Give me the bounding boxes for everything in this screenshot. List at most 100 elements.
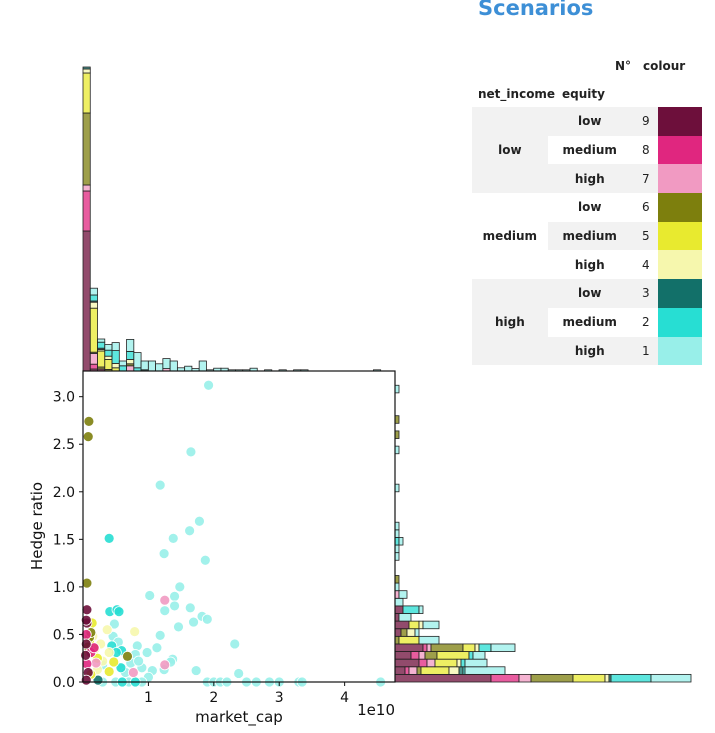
equity-cell: medium — [562, 315, 617, 330]
histogram-bar — [416, 666, 422, 675]
histogram-bar — [140, 360, 149, 371]
histogram-bar — [118, 365, 127, 372]
scatter-point — [199, 554, 211, 566]
scenario-number: 9 — [631, 107, 658, 136]
scatter-point — [194, 515, 205, 527]
histogram-bar — [478, 643, 492, 652]
histogram-bar — [394, 620, 410, 630]
scatter-point — [190, 665, 202, 676]
histogram-bar — [468, 651, 474, 660]
histogram-bar — [111, 342, 120, 352]
histogram-bar — [126, 358, 135, 365]
colour-swatch — [657, 164, 702, 194]
header-n: N° — [615, 59, 632, 73]
histogram-bar — [111, 350, 120, 364]
histogram-bar — [472, 651, 486, 660]
y-tick-label: 0.0 — [53, 675, 75, 691]
scenario-number: 4 — [641, 257, 650, 272]
scatter-point — [129, 626, 141, 637]
histogram-bar — [198, 360, 207, 372]
scatter-point — [115, 662, 127, 674]
x-tick-label: 2 — [209, 690, 218, 706]
histogram-bar — [420, 666, 450, 675]
histogram-bar — [408, 666, 418, 675]
scenario-number: 7 — [631, 164, 658, 194]
histogram-bar — [456, 658, 462, 668]
histogram-bar — [464, 666, 506, 675]
colour-swatch — [657, 250, 702, 280]
histogram-bar — [111, 362, 120, 369]
histogram-bar — [434, 658, 458, 668]
scenario-number: 2 — [641, 315, 650, 330]
histogram-bar — [89, 287, 98, 296]
equity-cell: low — [578, 200, 602, 215]
histogram-bar — [610, 673, 652, 683]
x-tick-label: 1 — [144, 690, 153, 706]
histogram-bar — [104, 349, 113, 357]
histogram-bar — [422, 620, 440, 630]
histogram-bar — [426, 643, 432, 652]
legend-row: high 1 — [472, 336, 702, 366]
header-equity: equity — [562, 87, 605, 101]
equity-cell: low — [547, 107, 632, 136]
histogram-bar — [118, 360, 127, 367]
scatter-point — [80, 638, 92, 650]
header-net-income: net_income — [478, 87, 556, 101]
scatter-point — [103, 647, 115, 658]
histogram-bar — [104, 358, 113, 370]
scatter-points — [80, 379, 387, 688]
scatter-point — [80, 614, 92, 626]
histogram-bar — [430, 643, 464, 652]
histogram-bar — [462, 643, 476, 652]
colour-swatch — [657, 107, 702, 136]
histogram-bar — [97, 350, 106, 368]
histogram-bar — [89, 301, 98, 309]
scenario-number: 1 — [631, 336, 658, 366]
legend-title: Scenarios — [478, 0, 594, 20]
histogram-bar — [104, 344, 113, 351]
histogram-bar — [89, 352, 98, 365]
scenarios-table: low low 9 medium 8 high 7 medium low 6 medium 5 high… — [472, 107, 702, 366]
scatter-point — [113, 606, 125, 618]
scatter-point — [103, 666, 115, 677]
histogram-bar — [82, 230, 91, 372]
histogram-bar — [604, 673, 610, 683]
histogram-bar — [398, 635, 420, 645]
histogram-bar — [82, 68, 91, 74]
plot-frame — [82, 370, 396, 683]
histogram-bar — [408, 620, 420, 630]
histogram-bar — [402, 605, 420, 614]
legend-row: medium 8 — [472, 135, 702, 165]
equity-cell: medium — [562, 143, 617, 158]
scatter-point — [154, 629, 166, 641]
histogram-bar — [394, 597, 404, 607]
scatter-point — [122, 650, 133, 662]
legend-row: medium low 6 — [472, 193, 702, 243]
colour-swatch — [657, 221, 702, 251]
histogram-bar — [464, 658, 488, 668]
histogram-bar — [394, 658, 420, 668]
y-axis-label: Hedge ratio — [28, 482, 46, 570]
scatter-point — [201, 613, 213, 625]
right-histogram — [394, 384, 692, 683]
scatter-point — [184, 602, 196, 614]
histogram-bar — [155, 363, 164, 372]
scatter-point — [233, 668, 245, 679]
net-income-cell: medium — [482, 229, 538, 244]
net-income-cell: high — [472, 279, 548, 366]
histogram-bar — [410, 651, 420, 660]
histogram-bar — [126, 338, 135, 352]
scatter-point — [159, 605, 171, 617]
net-income-cell: low — [472, 107, 548, 194]
scatter-point — [167, 532, 179, 544]
histogram-bar — [424, 651, 438, 660]
axis-ticks: 1 2 3 4 0.0 0.5 1.0 1.5 2.0 2.5 3.0 — [53, 370, 395, 706]
histogram-bar — [572, 673, 606, 683]
histogram-bar — [89, 294, 98, 302]
histogram-bar — [184, 365, 193, 372]
histogram-bar — [82, 190, 91, 232]
scatter-point — [108, 618, 120, 630]
legend-row: high 7 — [472, 164, 702, 194]
scatter-point — [154, 479, 166, 491]
